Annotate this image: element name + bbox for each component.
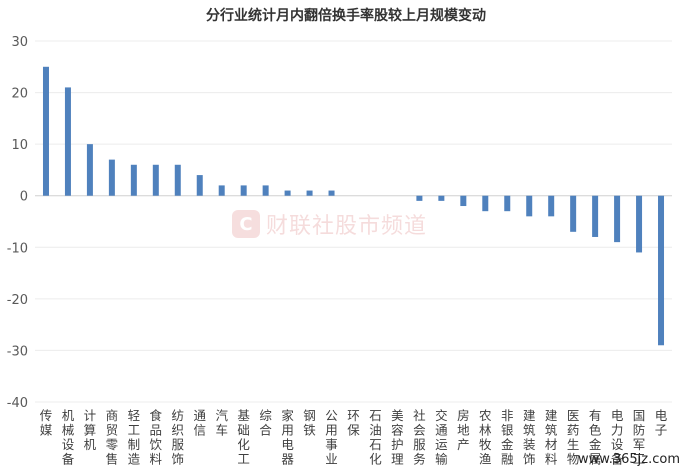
y-tick-label: 10	[11, 138, 28, 153]
bar-综合	[262, 185, 269, 196]
bar-交通运输	[438, 195, 445, 201]
bar-商贸零售	[108, 159, 115, 196]
bar-食品饮料	[152, 164, 159, 196]
x-tick-label: 有色金属	[589, 408, 602, 467]
bar-汽车	[218, 185, 225, 196]
x-tick-label: 纺织服饰	[172, 408, 185, 467]
watermark-text: 财联社股市频道	[266, 214, 428, 239]
x-tick-label: 汽车	[215, 408, 228, 438]
x-tick-label: 轻工制造	[128, 408, 141, 467]
cailian-logo-icon: C	[232, 210, 260, 238]
bar-机械设备	[64, 87, 71, 196]
bar-农林牧渔	[482, 195, 489, 212]
x-tick-label: 美容护理	[391, 408, 404, 467]
x-tick-label: 综合	[259, 408, 272, 438]
x-tick-label: 房地产	[457, 408, 470, 452]
x-tick-label: 非银金融	[501, 408, 514, 467]
bar-建筑材料	[548, 195, 555, 217]
x-tick-label: 机械设备	[62, 408, 75, 467]
y-tick-label: 0	[20, 190, 28, 205]
x-tick-label: 医药生物	[567, 408, 580, 467]
x-tick-label: 传媒	[40, 408, 53, 438]
x-tick-label: 石油石化	[369, 408, 382, 467]
x-tick-label: 农林牧渔	[479, 408, 492, 467]
bar-基础化工	[240, 185, 247, 196]
y-tick-label: 20	[11, 87, 28, 102]
x-tick-label: 商贸零售	[106, 408, 119, 467]
watermark: C 财联社股市频道	[232, 208, 427, 240]
bar-房地产	[460, 195, 467, 207]
bar-社会服务	[416, 195, 423, 201]
bar-医药生物	[570, 195, 577, 232]
bar-国防军工	[636, 195, 643, 253]
bar-电子	[658, 195, 665, 346]
y-tick-label: 30	[11, 35, 28, 50]
x-tick-label: 家用电器	[281, 408, 294, 467]
chart-title: 分行业统计月内翻倍换手率股较上月规模变动	[206, 8, 486, 24]
bar-计算机	[86, 144, 93, 196]
bar-建筑装饰	[526, 195, 533, 217]
x-tick-label: 交通运输	[435, 408, 448, 467]
bar-通信	[196, 175, 203, 196]
site-watermark: www.365jz.com	[578, 452, 680, 467]
x-tick-label: 公用事业	[325, 408, 338, 467]
x-tick-label: 国防军工	[633, 408, 646, 467]
gridlines	[35, 40, 672, 403]
y-tick-label: -20	[7, 293, 28, 308]
x-tick-label: 基础化工	[237, 408, 250, 467]
x-tick-label: 计算机	[84, 408, 97, 452]
bar-非银金融	[504, 195, 511, 212]
y-tick-label: -40	[7, 396, 28, 411]
bars	[42, 66, 665, 346]
x-tick-label: 电力设备	[611, 408, 624, 467]
x-tick-label: 社会服务	[413, 408, 426, 467]
x-tick-label: 环保	[347, 408, 360, 438]
bar-电力设备	[614, 195, 621, 243]
x-tick-label: 建筑装饰	[523, 408, 536, 467]
x-tick-label: 通信	[193, 408, 206, 438]
bar-有色金属	[592, 195, 599, 237]
x-tick-label: 建筑材料	[545, 408, 558, 467]
x-axis-ticks: 传媒机械设备计算机商贸零售轻工制造食品饮料纺织服饰通信汽车基础化工综合家用电器钢…	[40, 408, 668, 467]
bar-纺织服饰	[174, 164, 181, 196]
y-tick-label: -10	[7, 241, 28, 256]
bar-传媒	[42, 66, 49, 196]
x-tick-label: 电子	[655, 408, 668, 438]
y-axis-ticks: 30 20 10 0 -10 -20 -30 -40	[7, 35, 28, 411]
x-tick-label: 食品饮料	[150, 408, 163, 467]
x-tick-label: 钢铁	[303, 408, 316, 438]
bar-公用事业	[328, 190, 335, 196]
bar-家用电器	[284, 190, 291, 196]
bar-钢铁	[306, 190, 313, 196]
y-tick-label: -30	[7, 344, 28, 359]
bar-轻工制造	[130, 164, 137, 196]
